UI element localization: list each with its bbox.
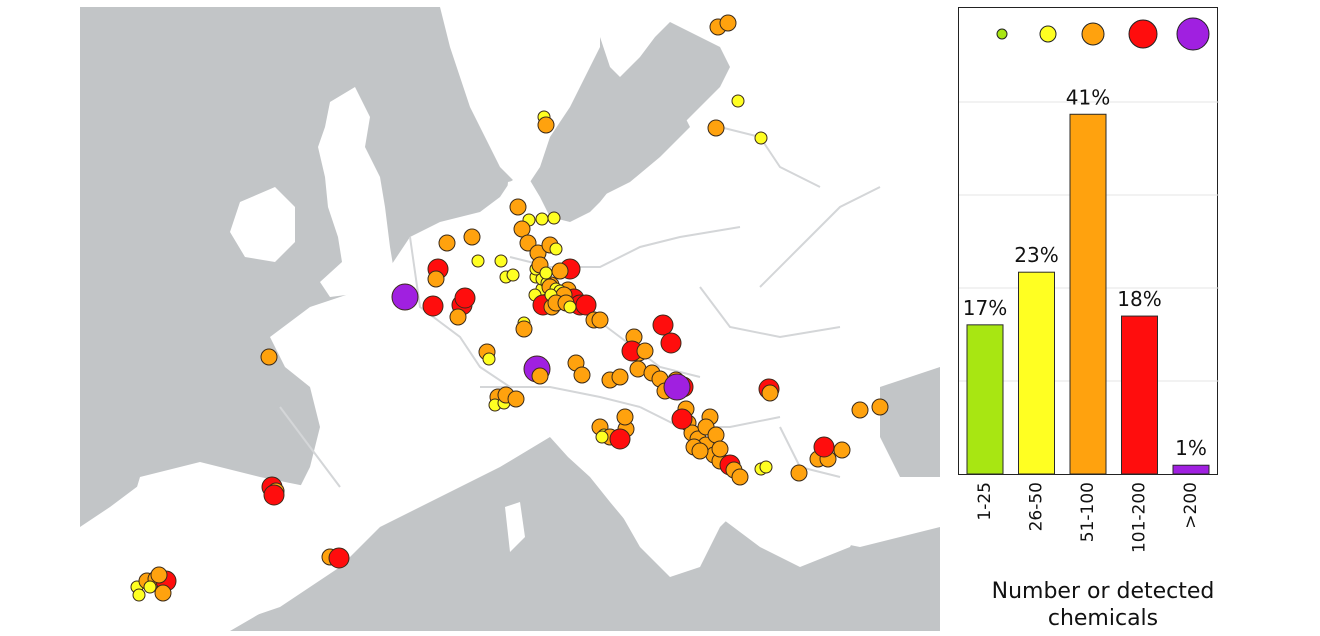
- site-marker: [711, 440, 729, 458]
- site-marker: [611, 368, 629, 386]
- sardinia: [505, 502, 525, 552]
- site-marker: [731, 468, 749, 486]
- site-marker: [482, 352, 496, 366]
- site-marker: [851, 401, 869, 419]
- legend-marker-101-200: [1128, 19, 1158, 49]
- sampling-sites: [130, 14, 889, 602]
- site-marker: [871, 398, 889, 416]
- bar-value-label: 17%: [963, 296, 1007, 320]
- site-marker: [260, 348, 278, 366]
- x-tick-label: 26-50: [1027, 482, 1047, 531]
- bar-value-label: 1%: [1175, 436, 1207, 460]
- site-marker: [563, 300, 577, 314]
- site-marker: [707, 426, 725, 444]
- italy: [550, 427, 670, 547]
- mediterranean-sea: [230, 437, 940, 631]
- bar-value-label: 23%: [1014, 243, 1058, 267]
- site-marker: [422, 295, 444, 317]
- bar-value-label: 41%: [1066, 85, 1110, 109]
- site-marker: [391, 283, 419, 311]
- site-marker: [471, 254, 485, 268]
- site-marker: [813, 436, 835, 458]
- bar-1-25: [966, 324, 1004, 475]
- site-marker: [494, 254, 508, 268]
- site-marker: [691, 442, 709, 460]
- site-marker: [754, 131, 768, 145]
- site-marker: [539, 266, 553, 280]
- legend-marker-1-25: [996, 28, 1008, 40]
- balkans: [640, 447, 870, 567]
- site-marker: [547, 211, 561, 225]
- site-marker: [263, 484, 285, 506]
- x-tick-label: >200: [1181, 482, 1201, 529]
- site-marker: [150, 566, 168, 584]
- bar-value-label: 18%: [1117, 287, 1161, 311]
- site-marker: [132, 588, 146, 602]
- site-marker: [551, 262, 569, 280]
- site-marker: [535, 212, 549, 226]
- site-marker: [616, 408, 634, 426]
- site-marker: [454, 287, 476, 309]
- site-marker: [549, 242, 563, 256]
- site-marker: [438, 234, 456, 252]
- site-marker: [652, 314, 674, 336]
- europe-map: [80, 7, 940, 631]
- x-tick-label: 1-25: [975, 482, 995, 521]
- bar-chart-panel: 17% 23% 41% 18% 1%: [958, 7, 1219, 475]
- site-marker: [759, 460, 773, 474]
- site-marker: [731, 94, 745, 108]
- site-marker: [629, 360, 647, 378]
- bar-value-labels: 17% 23% 41% 18% 1%: [963, 85, 1207, 460]
- bar-chart: 17% 23% 41% 18% 1%: [959, 17, 1219, 475]
- site-marker: [154, 584, 172, 602]
- site-marker: [427, 270, 445, 288]
- legend-marker->200: [1176, 17, 1210, 51]
- x-axis-label: Number or detected chemicals: [991, 579, 1215, 631]
- site-marker: [463, 228, 481, 246]
- legend-marker-26-50: [1039, 25, 1057, 43]
- country-borders: [279, 126, 881, 488]
- site-marker: [761, 384, 779, 402]
- baltic-sea: [550, 107, 690, 207]
- x-tick-label: 101-200: [1130, 482, 1150, 553]
- x-tick-labels: 1-25 26-50 51-100 101-200 >200: [975, 482, 1201, 553]
- x-tick-label: 51-100: [1078, 482, 1098, 542]
- black-sea: [880, 367, 940, 477]
- site-marker: [506, 268, 520, 282]
- site-marker: [707, 119, 725, 137]
- site-marker: [636, 342, 654, 360]
- site-marker: [790, 464, 808, 482]
- site-marker: [515, 320, 533, 338]
- site-marker: [573, 366, 591, 384]
- site-marker: [671, 408, 693, 430]
- site-marker: [663, 373, 691, 401]
- site-marker: [719, 14, 737, 32]
- site-marker: [507, 390, 525, 408]
- site-marker: [509, 198, 527, 216]
- bar->200: [1172, 464, 1210, 475]
- site-marker: [328, 547, 350, 569]
- site-marker: [591, 311, 609, 329]
- map-canvas: [80, 7, 940, 631]
- land-masses: [80, 7, 940, 631]
- bar-51-100: [1069, 113, 1107, 475]
- bars: [966, 113, 1210, 475]
- scandinavia: [440, 7, 600, 182]
- iberia: [125, 462, 350, 631]
- great-britain: [318, 87, 395, 297]
- bar-101-200: [1121, 315, 1158, 475]
- site-marker: [833, 441, 851, 459]
- site-marker: [660, 332, 682, 354]
- site-marker: [609, 428, 631, 450]
- legend-marker-51-100: [1081, 22, 1105, 46]
- site-marker: [531, 367, 549, 385]
- legend: [996, 17, 1210, 51]
- site-marker: [449, 308, 467, 326]
- site-marker: [143, 580, 157, 594]
- bar-26-50: [1018, 271, 1055, 475]
- ireland: [230, 187, 295, 262]
- site-marker: [595, 430, 609, 444]
- site-marker: [537, 116, 555, 134]
